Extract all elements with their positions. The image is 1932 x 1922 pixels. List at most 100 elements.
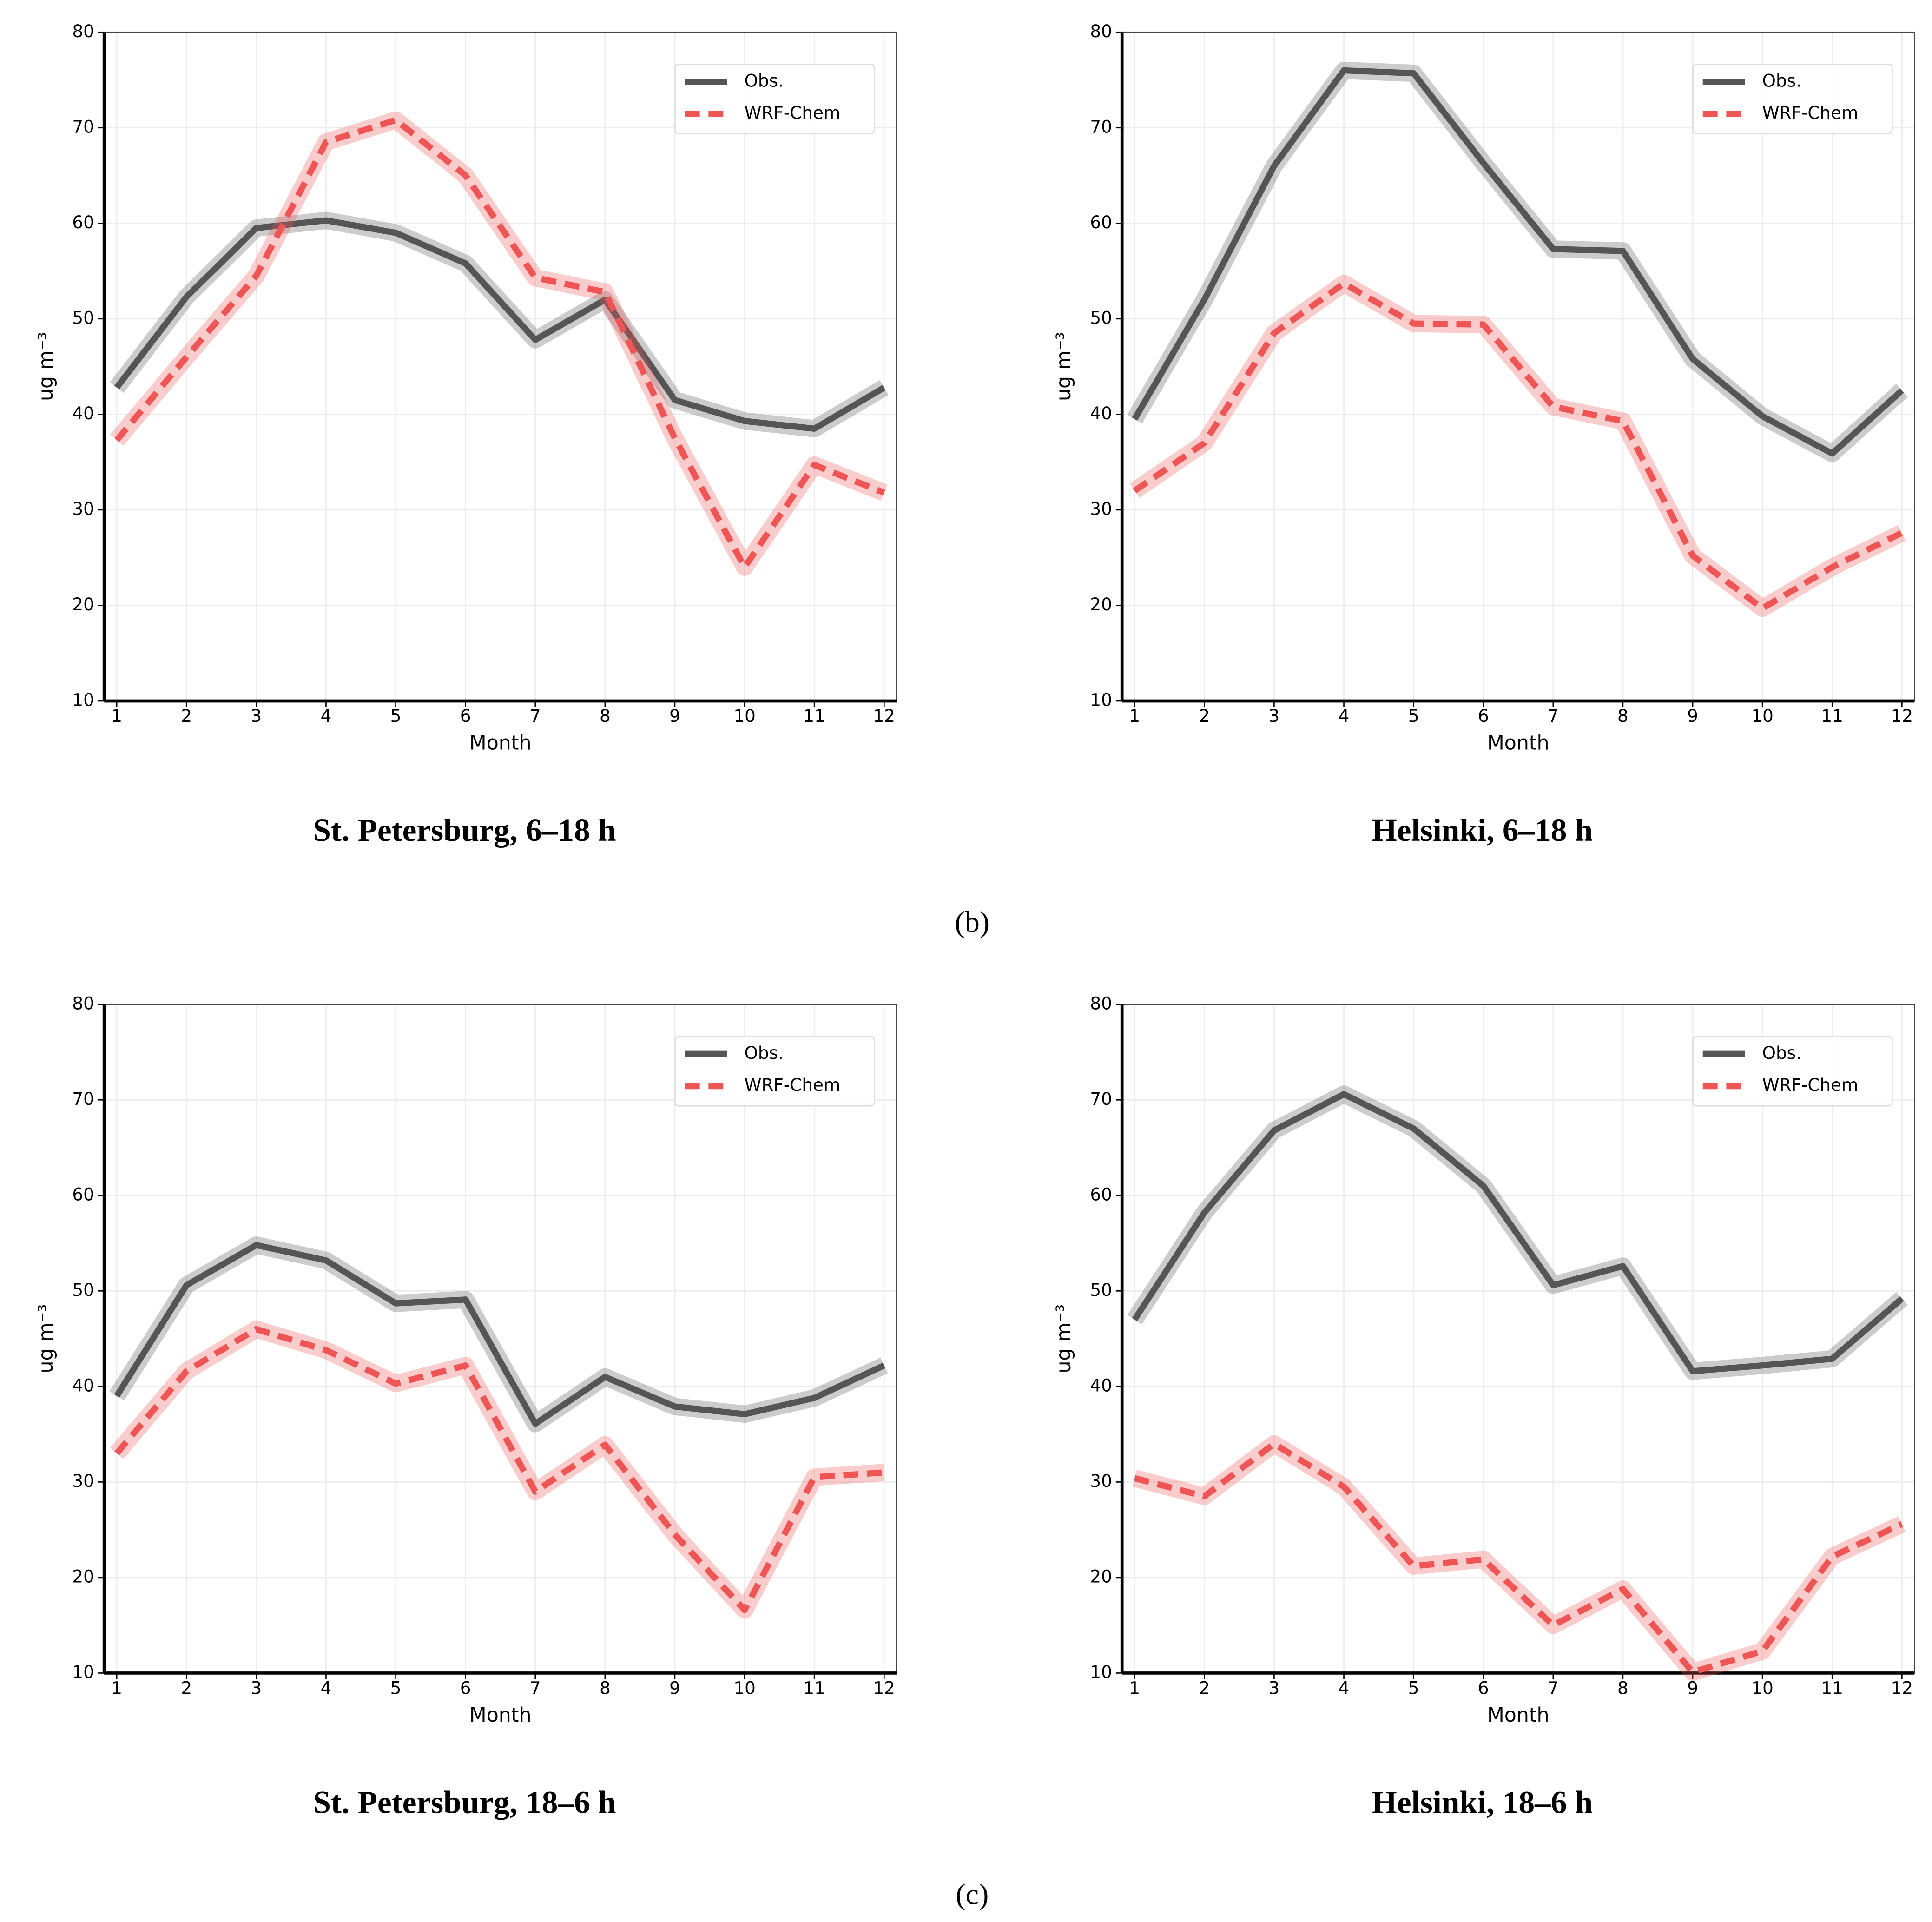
y-tick-label: 40 [1090,1375,1112,1395]
x-tick-label: 12 [1891,1678,1913,1698]
series-line [114,1242,886,1427]
y-tick-label: 20 [1090,1566,1112,1586]
x-tick-label: 11 [803,1678,825,1698]
chart-title: Helsinki, 18–6 h [1372,1784,1593,1820]
y-tick-label: 80 [1090,21,1112,41]
x-tick-label: 9 [669,1678,680,1698]
x-tick-label: 2 [1199,706,1210,726]
series-line [1134,1440,1904,1676]
x-tick-label: 4 [321,706,332,726]
series-line [114,117,885,570]
y-tick-label: 10 [1090,1662,1112,1682]
x-tick-label: 9 [1687,706,1698,726]
x-tick-label: 8 [600,706,611,726]
y-axis-label: ug m⁻³ [34,332,58,401]
x-tick-label: 5 [390,706,402,726]
y-tick-label: 80 [1090,993,1112,1013]
legend-label: WRF-Chem [1762,1075,1859,1095]
legend-label: Obs. [1762,70,1801,91]
x-tick-label: 2 [1199,1678,1210,1698]
x-tick-label: 6 [460,1678,471,1698]
x-tick-label: 8 [1617,706,1629,726]
x-tick-label: 2 [181,706,192,726]
x-tick-label: 2 [181,1678,192,1698]
x-tick-label: 4 [1339,706,1350,726]
x-tick-label: 5 [1408,1678,1419,1698]
x-tick-label: 11 [803,706,825,726]
x-axis-label: Month [469,732,532,755]
x-tick-label: 5 [390,1678,402,1698]
y-tick-label: 20 [1090,594,1112,614]
y-axis-label: ug m⁻³ [1052,332,1075,401]
x-tick-label: 3 [251,1678,262,1698]
y-tick-label: 40 [72,403,94,423]
x-tick-label: 6 [1478,706,1489,726]
x-tick-label: 3 [251,706,262,726]
y-tick-label: 70 [72,1089,94,1109]
x-tick-label: 6 [1478,1678,1489,1698]
y-tick-label: 50 [1090,1280,1112,1300]
uncertainty-band [1129,275,1906,617]
y-tick-label: 70 [1090,116,1112,137]
x-tick-label: 7 [530,706,541,726]
y-tick-label: 10 [72,1662,94,1682]
x-tick-label: 7 [1548,1678,1559,1698]
x-tick-label: 10 [1751,706,1773,726]
y-tick-label: 40 [72,1375,94,1395]
x-tick-label: 1 [1129,706,1140,726]
x-tick-label: 7 [530,1678,541,1698]
legend-label: WRF-Chem [745,103,841,123]
y-tick-label: 30 [72,1471,94,1491]
x-tick-label: 8 [1617,1678,1629,1698]
y-axis-label: ug m⁻³ [34,1304,58,1374]
x-tick-label: 1 [111,706,122,726]
panel-label: (c) [956,1877,989,1910]
series-line [1132,67,1904,457]
uncertainty-band [110,111,888,576]
y-tick-label: 30 [1090,498,1112,519]
x-tick-label: 6 [460,706,471,726]
series-line [114,217,886,432]
chart-title: Helsinki, 6–18 h [1372,812,1593,848]
y-tick-label: 30 [1090,1471,1112,1491]
y-tick-label: 50 [72,307,94,328]
y-tick-label: 60 [1090,212,1112,232]
series-line [114,1326,884,1613]
x-tick-label: 11 [1821,706,1843,726]
legend-label: Obs. [1762,1043,1801,1063]
series-line [1133,280,1904,612]
x-tick-label: 3 [1269,706,1280,726]
x-tick-label: 3 [1269,1678,1280,1698]
y-tick-label: 10 [72,689,94,710]
y-tick-label: 40 [1090,403,1112,423]
x-tick-label: 4 [321,1678,332,1698]
y-tick-label: 70 [1090,1089,1112,1109]
legend-label: Obs. [745,1043,784,1063]
panel-label: (b) [955,905,990,938]
legend-label: WRF-Chem [1762,103,1859,123]
x-tick-label: 12 [873,1678,895,1698]
x-axis-label: Month [469,1704,532,1727]
x-tick-label: 9 [669,706,680,726]
y-tick-label: 30 [72,498,94,519]
x-tick-label: 11 [1821,1678,1843,1698]
y-tick-label: 50 [1090,307,1112,328]
y-tick-label: 60 [1090,1184,1112,1204]
legend-label: Obs. [745,70,784,91]
y-tick-label: 20 [72,1566,94,1586]
x-tick-label: 9 [1687,1678,1698,1698]
x-tick-label: 8 [600,1678,611,1698]
x-tick-label: 1 [111,1678,122,1698]
x-tick-label: 4 [1339,1678,1350,1698]
x-tick-label: 12 [1891,706,1913,726]
chart-title: St. Petersburg, 6–18 h [313,812,616,848]
uncertainty-band [1132,1435,1906,1681]
y-tick-label: 80 [72,993,94,1013]
series-line [1132,1091,1904,1374]
chart-title: St. Petersburg, 18–6 h [313,1784,616,1820]
x-tick-label: 1 [1129,1678,1140,1698]
